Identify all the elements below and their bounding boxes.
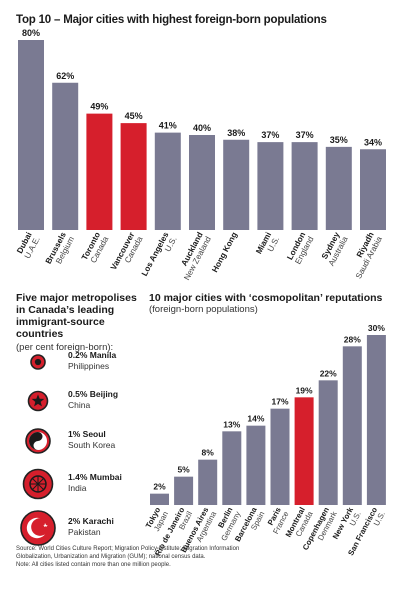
metropolis-country: India (68, 483, 87, 493)
metropolis-value-city: 1.4% Mumbai (68, 472, 122, 482)
metropolis-country: Philippines (68, 361, 110, 371)
metropolis-value-city: 1% Seoul (68, 429, 106, 439)
metropolis-value-city: 0.5% Beijing (68, 389, 119, 399)
metropolises-subtitle: (per cent foreign-born): (16, 342, 114, 353)
top-bar-1 (52, 82, 79, 230)
metropolis-country: Pakistan (68, 527, 101, 537)
bottom-bar-2 (198, 459, 218, 505)
top-category-label-5: AucklandNew Zealand (174, 230, 213, 282)
top-bar-9 (325, 146, 352, 230)
metropolis-country: South Korea (68, 440, 116, 450)
top-category-label-8: LondonEngland (285, 230, 315, 265)
bottom-bar-5 (270, 408, 290, 505)
top-category-label-9: SydneyAustralia (319, 230, 350, 267)
bottom-chart-subtitle: (foreign-born populations) (149, 304, 258, 315)
top-category-label-4: Los AngelesU.S. (140, 230, 179, 282)
top-chart-title: Top 10 – Major cities with highest forei… (16, 14, 327, 26)
top-bar-0 (18, 40, 44, 230)
bottom-value-label-6: 19% (296, 385, 313, 395)
top-category-label-7: MiamiU.S. (254, 231, 281, 260)
bottom-bar-8 (342, 346, 362, 505)
top-value-label-3: 45% (125, 111, 143, 121)
metropolis-item-manila: 0.2% Manila Philippines (20, 342, 150, 382)
bottom-value-label-0: 2% (153, 482, 166, 492)
top-bar-4 (154, 132, 181, 230)
bottom-value-label-7: 22% (320, 368, 337, 378)
metropolis-value-city: 0.2% Manila (68, 350, 117, 360)
bottom-value-label-4: 14% (247, 414, 264, 424)
bottom-value-label-9: 30% (368, 323, 385, 333)
metropolis-country: China (68, 400, 91, 410)
sun-flag-icon (30, 354, 46, 370)
source-line-1: Source: World Cities Culture Report; Mig… (16, 546, 240, 552)
top-value-label-4: 41% (159, 121, 177, 131)
source-line-2: Globalization, Urbanization and Migratio… (16, 554, 206, 560)
bottom-value-label-8: 28% (344, 334, 361, 344)
top-category-label-10: RiyadhSaudi Arabia (346, 230, 384, 280)
source-line-3: Note: All cities listed contain more tha… (16, 562, 171, 568)
top-value-label-8: 37% (296, 130, 314, 140)
metropolis-item-mumbai: 1.4% Mumbai India (20, 464, 150, 504)
bottom-bar-1 (174, 476, 194, 505)
bottom-value-label-5: 17% (271, 397, 288, 407)
bottom-chart-title: 10 major cities with ‘cosmopolitan’ repu… (149, 292, 383, 304)
top-bar-6 (223, 139, 250, 230)
metropolis-item-karachi: 2% Karachi Pakistan (20, 508, 150, 548)
top-value-label-9: 35% (330, 135, 348, 145)
top-value-label-7: 37% (261, 130, 279, 140)
metropolis-value-city: 2% Karachi (68, 516, 114, 526)
top-bar-2 (86, 113, 113, 230)
top-value-label-10: 34% (364, 137, 382, 147)
top-bar-5 (189, 135, 215, 230)
bottom-bar-4 (246, 425, 266, 505)
wheel-flag-icon (22, 468, 54, 500)
top-category-label-3: VancouverCanada (109, 230, 145, 276)
metropolis-item-beijing: 0.5% Beijing China (20, 381, 150, 421)
bottom-value-label-1: 5% (177, 465, 190, 475)
star-flag-icon (27, 390, 49, 412)
bottom-bar-0 (150, 493, 169, 505)
top-bar-7 (257, 142, 284, 230)
bottom-category-label-4: BarcelonaSpain (233, 505, 267, 547)
top-bar-10 (360, 149, 386, 230)
bottom-bar-3 (222, 431, 242, 505)
metropolises-title: Five major metropolises in Canada’s lead… (16, 292, 137, 340)
top-value-label-1: 62% (56, 71, 74, 81)
top-value-label-2: 49% (90, 102, 108, 112)
source-note: Source: World Cities Culture Report; Mig… (16, 545, 406, 569)
bottom-value-label-2: 8% (202, 448, 215, 458)
top-value-label-5: 40% (193, 123, 211, 133)
top-category-label-0: DubaiU.A.E. (15, 231, 42, 260)
top-value-label-6: 38% (227, 128, 245, 138)
top-category-label-6: Hong Kong (210, 231, 239, 274)
bottom-bar-6 (294, 397, 314, 505)
bottom-bar-7 (318, 380, 338, 505)
crescent-flag-icon (20, 510, 56, 546)
bottom-bar-9 (366, 335, 386, 505)
top-bar-3 (120, 123, 147, 230)
metropolis-item-seoul: 1% Seoul South Korea (20, 421, 150, 461)
yin-yang-flag-icon (25, 428, 51, 454)
top-category-label-1: BrusselsBelgium (44, 230, 77, 269)
bottom-value-label-3: 13% (223, 419, 240, 429)
top-value-label-0: 80% (22, 28, 40, 38)
top-category-label-2: TorontoCanada (80, 230, 111, 266)
top-bar-8 (291, 142, 318, 230)
